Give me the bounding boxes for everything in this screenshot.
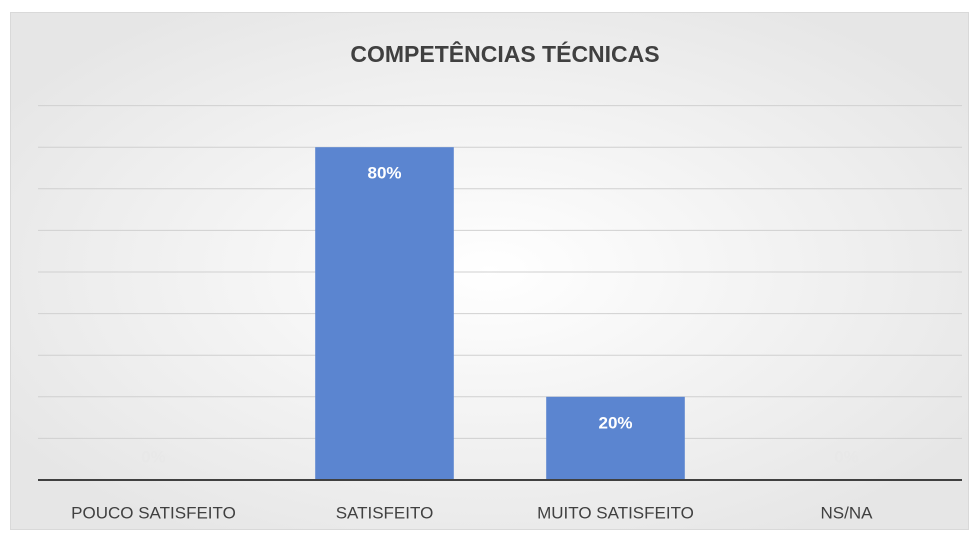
data-label: 0% xyxy=(141,447,166,466)
x-tick-label: SATISFEITO xyxy=(336,503,434,522)
data-label: 0% xyxy=(834,447,859,466)
bar xyxy=(315,147,454,480)
data-label: 80% xyxy=(367,164,401,183)
x-tick-label: NS/NA xyxy=(821,503,874,522)
x-tick-label: POUCO SATISFEITO xyxy=(71,503,236,522)
data-label: 20% xyxy=(598,413,632,432)
chart-title: COMPETÊNCIAS TÉCNICAS xyxy=(350,40,659,67)
bar xyxy=(546,396,685,480)
x-tick-label: MUITO SATISFEITO xyxy=(537,503,694,522)
chart-area xyxy=(10,12,969,530)
